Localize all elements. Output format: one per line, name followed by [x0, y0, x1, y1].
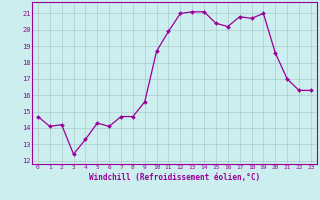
- X-axis label: Windchill (Refroidissement éolien,°C): Windchill (Refroidissement éolien,°C): [89, 173, 260, 182]
